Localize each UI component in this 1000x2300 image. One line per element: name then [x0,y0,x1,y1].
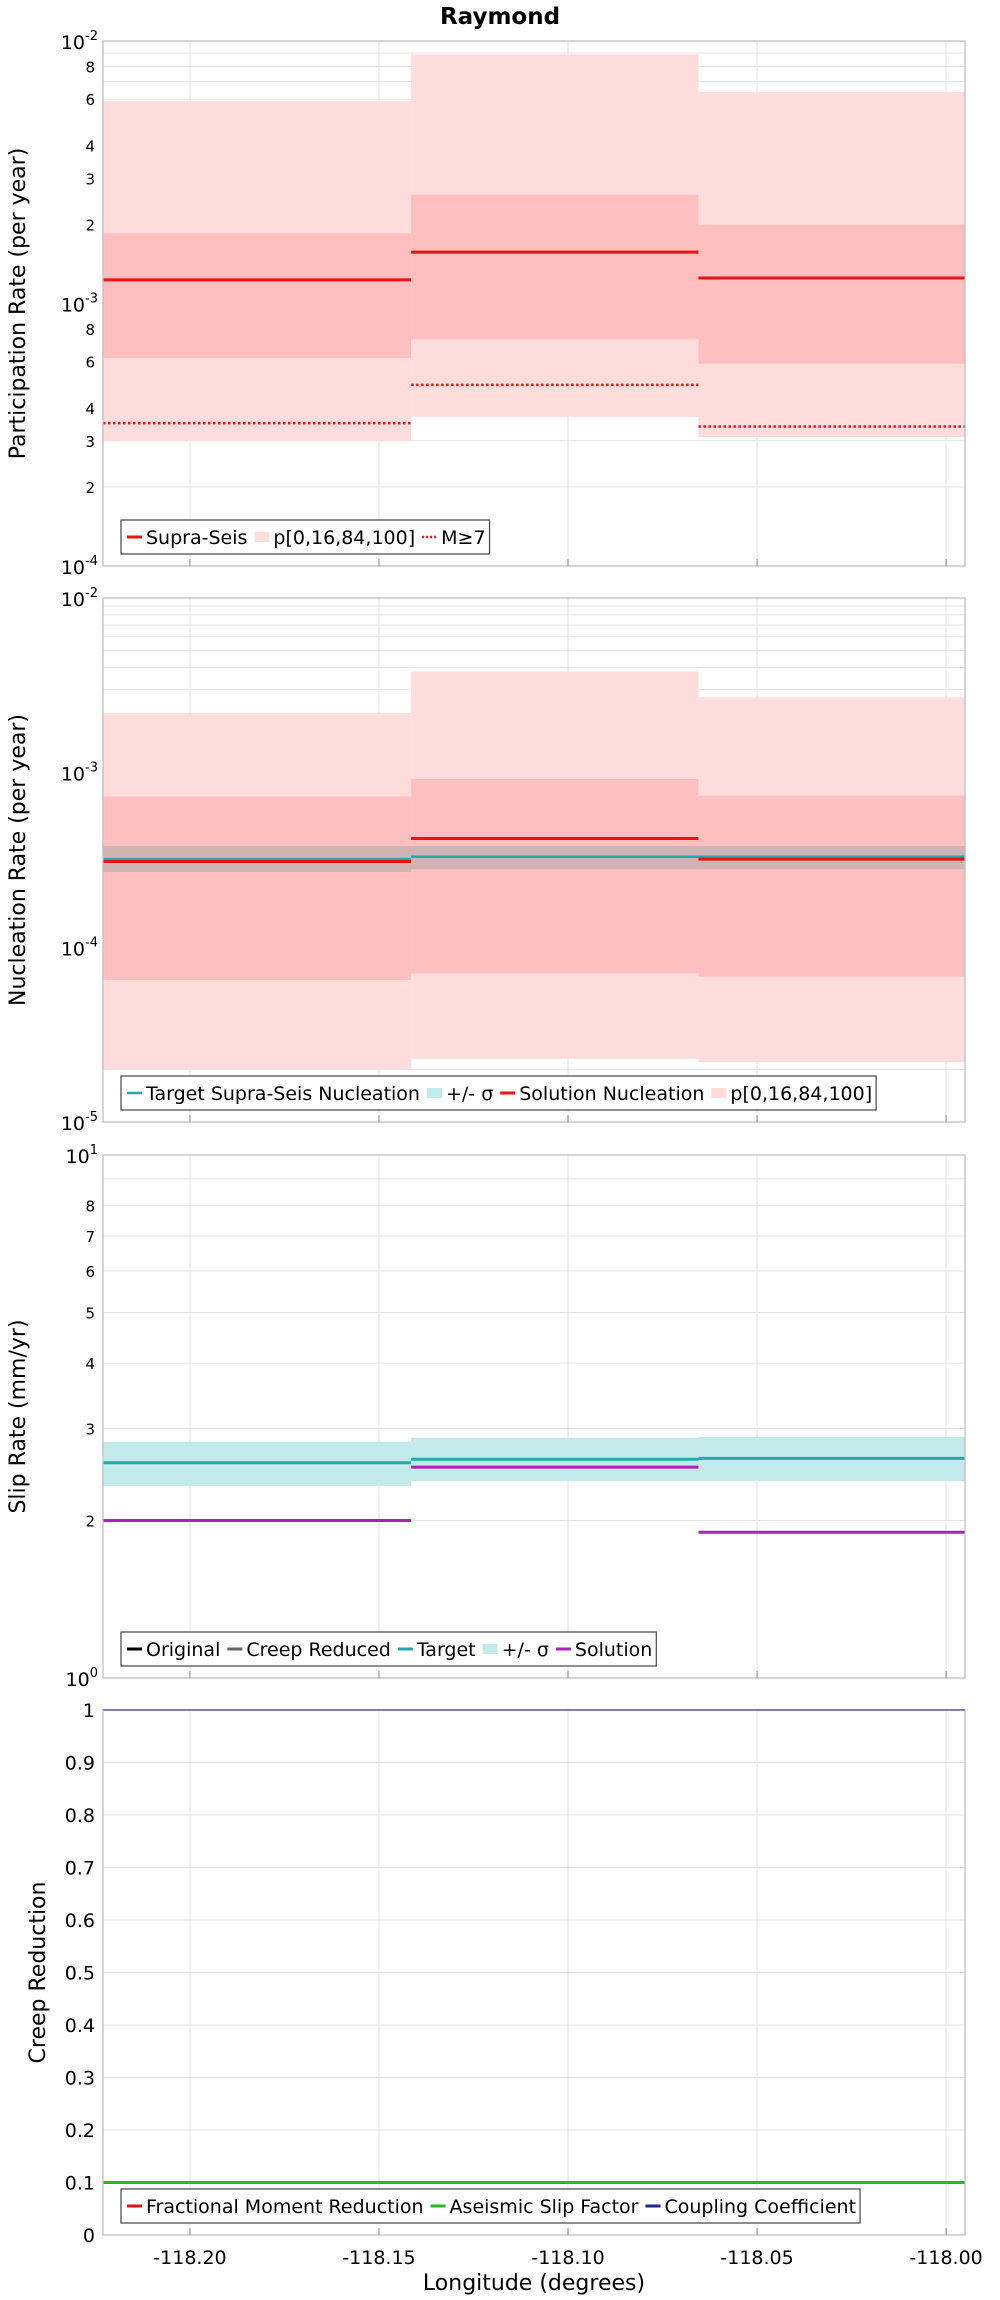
legend-item-label: Supra-Seis [146,527,247,549]
y-axis: 100 101 2 3 4 5 6 7 8 [66,1143,98,1691]
y-axis: 10-4 10-3 10-2 2 3 4 6 8 2 3 4 6 8 [61,29,98,579]
y-axis-title: Nucleation Rate (per year) [6,714,31,1006]
chart-panel-2: 10-5 10-4 10-3 10-2 Nucleation Rate (per yea… [6,586,966,1135]
x-axis-title: Longitude (degrees) [423,2271,645,2296]
grid [103,1155,965,1679]
y-tick-label: 10-4 [61,554,98,579]
y-tick-label: 10-5 [61,1110,98,1135]
y-axis-title: Participation Rate (per year) [6,148,31,460]
grid [103,1709,965,2236]
y-minor-tick-label: 4 [85,400,95,418]
x-axis [189,1115,947,1122]
figure-title: Raymond [440,4,560,30]
legend-item-label: Target [416,1639,476,1661]
chart-panel-1: 10-4 10-3 10-2 2 3 4 6 8 2 3 4 6 8 Participation Rate… [6,29,966,579]
chart-panel-4: -118.20 -118.15 -118.10 -118.05 -118.0000.10… [26,1700,983,2269]
y-minor-tick-label: 3 [85,433,95,451]
y-tick-label: 1 [83,1700,95,1722]
legend-item-label: Original [146,1639,220,1661]
y-minor-tick-label: 6 [85,354,95,372]
plot-marks [103,1709,965,2184]
legend-box [120,1075,877,1111]
plot-marks [103,671,965,1070]
legend-item-label: +/- σ [502,1639,549,1661]
y-minor-tick-label: 2 [85,1513,95,1531]
plot-frame [102,1154,966,1679]
x-tick-label: -118.10 [531,2247,604,2269]
x-axis [189,1671,947,1678]
legend-item-label: Coupling Coefficient [664,2196,856,2218]
percentile-band-inner [411,778,699,974]
y-tick-label: 0.1 [65,2173,95,2195]
y-tick-label: 0.6 [65,1910,95,1932]
legend: Fractional Moment Reduction Aseismic Slip… [120,2188,861,2224]
y-minor-tick-label: 7 [85,1228,95,1246]
chart-panel-3: 100 101 2 3 4 5 6 7 8 Slip Rate (mm/yr) Original Cr… [6,1143,966,1691]
legend-item-label: Target Supra-Seis Nucleation [145,1083,420,1105]
y-minor-tick-label: 2 [85,479,95,497]
y-axis-title: Creep Reduction [26,1882,51,2064]
y-minor-tick-label: 4 [85,1355,95,1373]
y-minor-tick-label: 8 [85,1198,95,1216]
percentile-band-inner [698,795,965,977]
y-tick-label: 0.8 [65,1805,95,1827]
y-minor-tick-label: 5 [85,1304,95,1322]
y-tick-label: 0.9 [65,1753,95,1775]
legend-item-label: M≥7 [441,527,485,549]
legend: Supra-Seis p[0,16,84,100] M≥7 [120,519,491,555]
y-minor-tick-label: 3 [85,1420,95,1438]
y-tick-label: 101 [66,1143,98,1168]
y-minor-tick-label: 8 [85,321,95,339]
y-tick-label: 100 [66,1666,98,1691]
y-tick-label: 10-2 [61,586,98,611]
x-axis: -118.20 -118.15 -118.10 -118.05 -118.00 [153,2228,983,2269]
plot-frame [102,1709,966,2236]
y-axis: 0 0.1 0.2 0.3 0.4 0.5 0.6 0.7 0.8 0.9 1 [65,1700,95,2247]
plot-frame [102,40,966,567]
plot-marks [103,54,965,441]
y-tick-label: 0.3 [65,2068,95,2090]
y-axis: 10-5 10-4 10-3 10-2 [61,586,98,1135]
legend-item-label: Solution Nucleation [519,1083,704,1105]
y-minor-tick-label: 6 [85,1263,95,1281]
y-tick-label: 10-3 [61,292,98,317]
x-tick-label: -118.15 [342,2247,415,2269]
legend: Target Supra-Seis Nucleation +/- σ Solutio… [120,1075,877,1111]
y-tick-label: 0 [83,2225,95,2247]
legend-item-label: Aseismic Slip Factor [450,2196,639,2218]
y-tick-label: 10-4 [61,935,98,960]
legend-item-label: +/- σ [446,1083,493,1105]
legend: Original Creep Reduced Target +/- σ Solution [120,1631,657,1667]
legend-item-label: Creep Reduced [246,1639,390,1661]
y-minor-tick-label: 6 [85,91,95,109]
y-tick-label: 0.7 [65,1858,95,1880]
y-tick-label: 10-2 [61,29,98,54]
x-tick-label: -118.20 [153,2247,226,2269]
legend-item-label: Solution [575,1639,652,1661]
plot-marks [103,1436,965,1534]
percentile-band-inner [103,796,412,981]
legend-item-label: Fractional Moment Reduction [146,2196,424,2218]
percentile-band-inner [103,233,412,358]
y-tick-label: 0.2 [65,2120,95,2142]
x-axis [189,559,947,566]
y-minor-tick-label: 8 [85,58,95,76]
plot-frame [102,597,966,1123]
y-axis-title: Slip Rate (mm/yr) [6,1319,31,1513]
y-tick-label: 0.5 [65,1963,95,1985]
y-minor-tick-label: 3 [85,170,95,188]
y-tick-label: 10-3 [61,761,98,786]
y-minor-tick-label: 2 [85,216,95,234]
percentile-band-inner [411,194,699,340]
legend-box [120,2188,861,2224]
x-tick-label: -118.00 [909,2247,982,2269]
legend-item-label: p[0,16,84,100] [730,1083,872,1105]
y-minor-tick-label: 4 [85,137,95,155]
legend-item-label: p[0,16,84,100] [273,527,415,549]
x-tick-label: -118.05 [720,2247,793,2269]
percentile-band-inner [698,224,965,364]
y-tick-label: 0.4 [65,2015,95,2037]
